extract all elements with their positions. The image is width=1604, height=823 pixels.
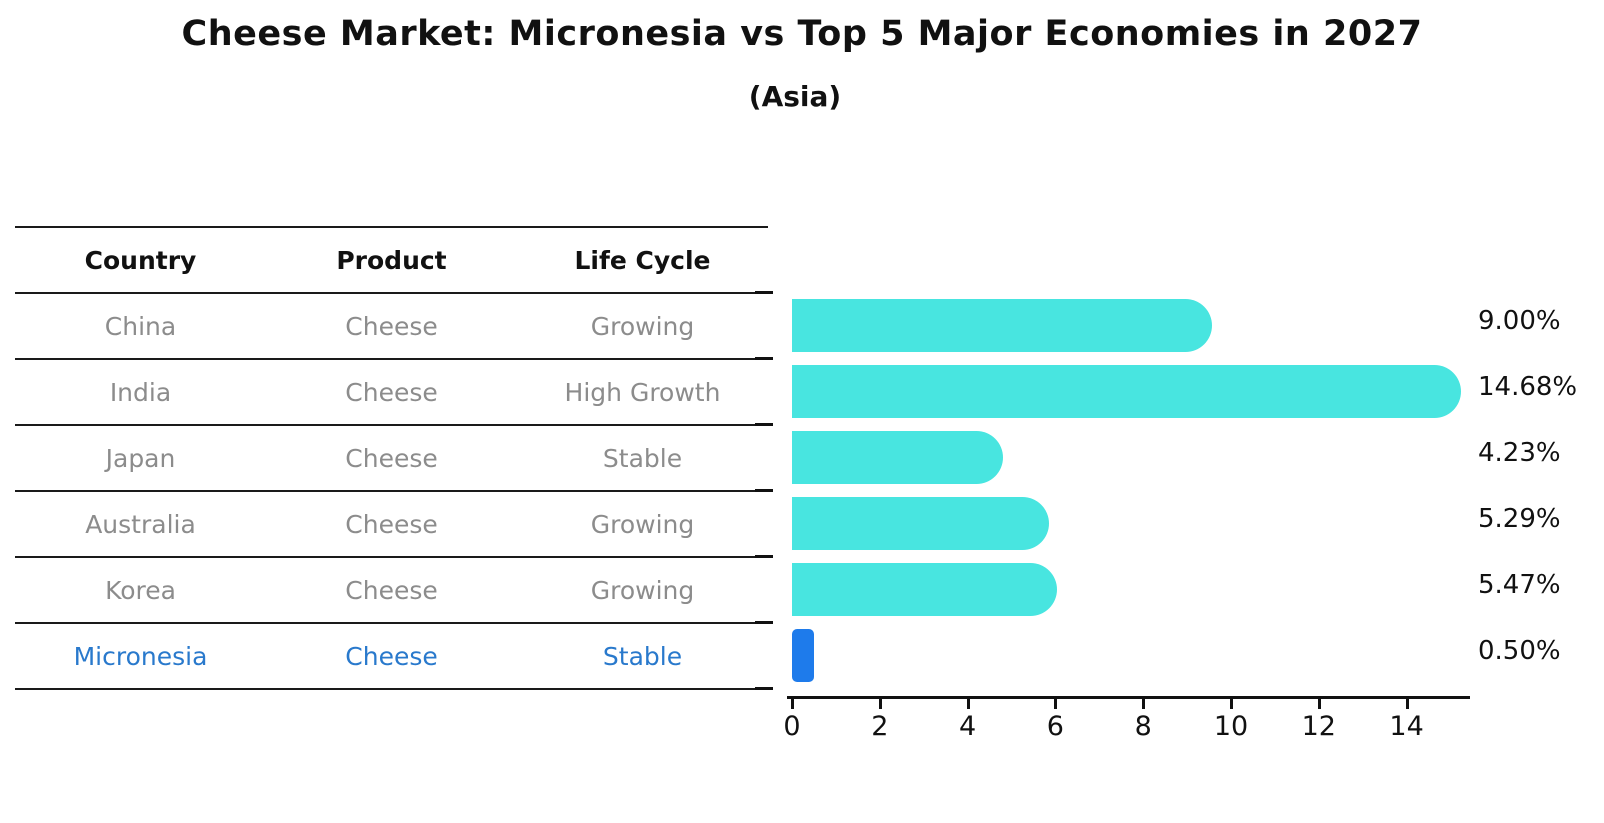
cell-country: China (104, 311, 177, 341)
cell-life-cycle: Growing (590, 575, 695, 605)
y-axis-tick (755, 687, 773, 690)
cell-product: Cheese (345, 575, 438, 605)
x-axis-tick (966, 699, 970, 709)
column-header-country: Country (84, 245, 197, 275)
value-label-korea: 5.47% (1478, 570, 1561, 600)
cell-life-cycle: Growing (590, 311, 695, 341)
y-axis-tick (755, 423, 773, 426)
value-label-micronesia: 0.50% (1478, 636, 1561, 666)
value-label-japan: 4.23% (1478, 438, 1561, 468)
chart-subtitle: (Asia) (748, 80, 842, 113)
cell-country: Australia (85, 509, 196, 539)
x-axis-tick-label: 6 (1046, 711, 1064, 742)
x-axis-tick-label: 8 (1134, 711, 1152, 742)
bar-china (792, 298, 1213, 352)
cell-life-cycle: Stable (602, 443, 683, 473)
x-axis-tick (1317, 699, 1321, 709)
x-axis-tick-label: 0 (783, 711, 801, 742)
x-axis-tick (1054, 699, 1058, 709)
column-header-life-cycle: Life Cycle (574, 245, 711, 275)
x-axis-tick-label: 14 (1389, 711, 1424, 742)
cell-life-cycle: Stable (602, 641, 683, 671)
cell-product: Cheese (345, 509, 438, 539)
x-axis-tick-label: 2 (871, 711, 889, 742)
value-label-india: 14.68% (1478, 372, 1578, 402)
bar-australia (792, 496, 1050, 550)
y-axis-tick (755, 291, 773, 294)
x-axis-spine (787, 696, 1470, 699)
table-row-china: China Cheese Growing (15, 294, 768, 360)
x-axis-tick (791, 699, 794, 709)
column-header-product: Product (336, 245, 447, 275)
cell-country: India (109, 377, 172, 407)
chart-title: Cheese Market: Micronesia vs Top 5 Major… (181, 14, 1423, 54)
y-axis-tick (755, 621, 773, 624)
table-row-korea: Korea Cheese Growing (15, 558, 768, 624)
x-axis-tick-label: 12 (1301, 711, 1336, 742)
x-axis-tick (1142, 699, 1146, 709)
table-row-australia: Australia Cheese Growing (15, 492, 768, 558)
cell-life-cycle: High Growth (564, 377, 721, 407)
bar-micronesia (792, 628, 814, 682)
x-axis-tick (1230, 699, 1233, 709)
table-row-india: India Cheese High Growth (15, 360, 768, 426)
cell-product: Cheese (345, 641, 438, 671)
y-axis-tick (755, 489, 773, 492)
table-header-row: Country Product Life Cycle (15, 228, 768, 294)
value-label-australia: 5.29% (1478, 504, 1561, 534)
table-row-micronesia: Micronesia Cheese Stable (15, 624, 768, 690)
cell-product: Cheese (345, 311, 438, 341)
x-axis-tick (1405, 699, 1409, 709)
cell-country: Japan (105, 443, 176, 473)
cell-product: Cheese (345, 377, 438, 407)
bar-india (792, 364, 1462, 418)
y-axis-tick (755, 357, 773, 360)
bar-japan (792, 430, 1003, 484)
cell-country: Micronesia (73, 641, 208, 671)
cell-life-cycle: Growing (590, 509, 695, 539)
cell-product: Cheese (345, 443, 438, 473)
x-axis-tick-label: 4 (959, 711, 977, 742)
cell-country: Korea (105, 575, 176, 605)
value-label-china: 9.00% (1478, 306, 1561, 336)
x-axis-tick (878, 699, 882, 709)
bar-korea (792, 562, 1058, 616)
y-axis-tick (755, 555, 773, 558)
table-row-japan: Japan Cheese Stable (15, 426, 768, 492)
country-table: Country Product Life Cycle China Cheese … (15, 226, 768, 690)
x-axis-tick-label: 10 (1213, 711, 1249, 742)
